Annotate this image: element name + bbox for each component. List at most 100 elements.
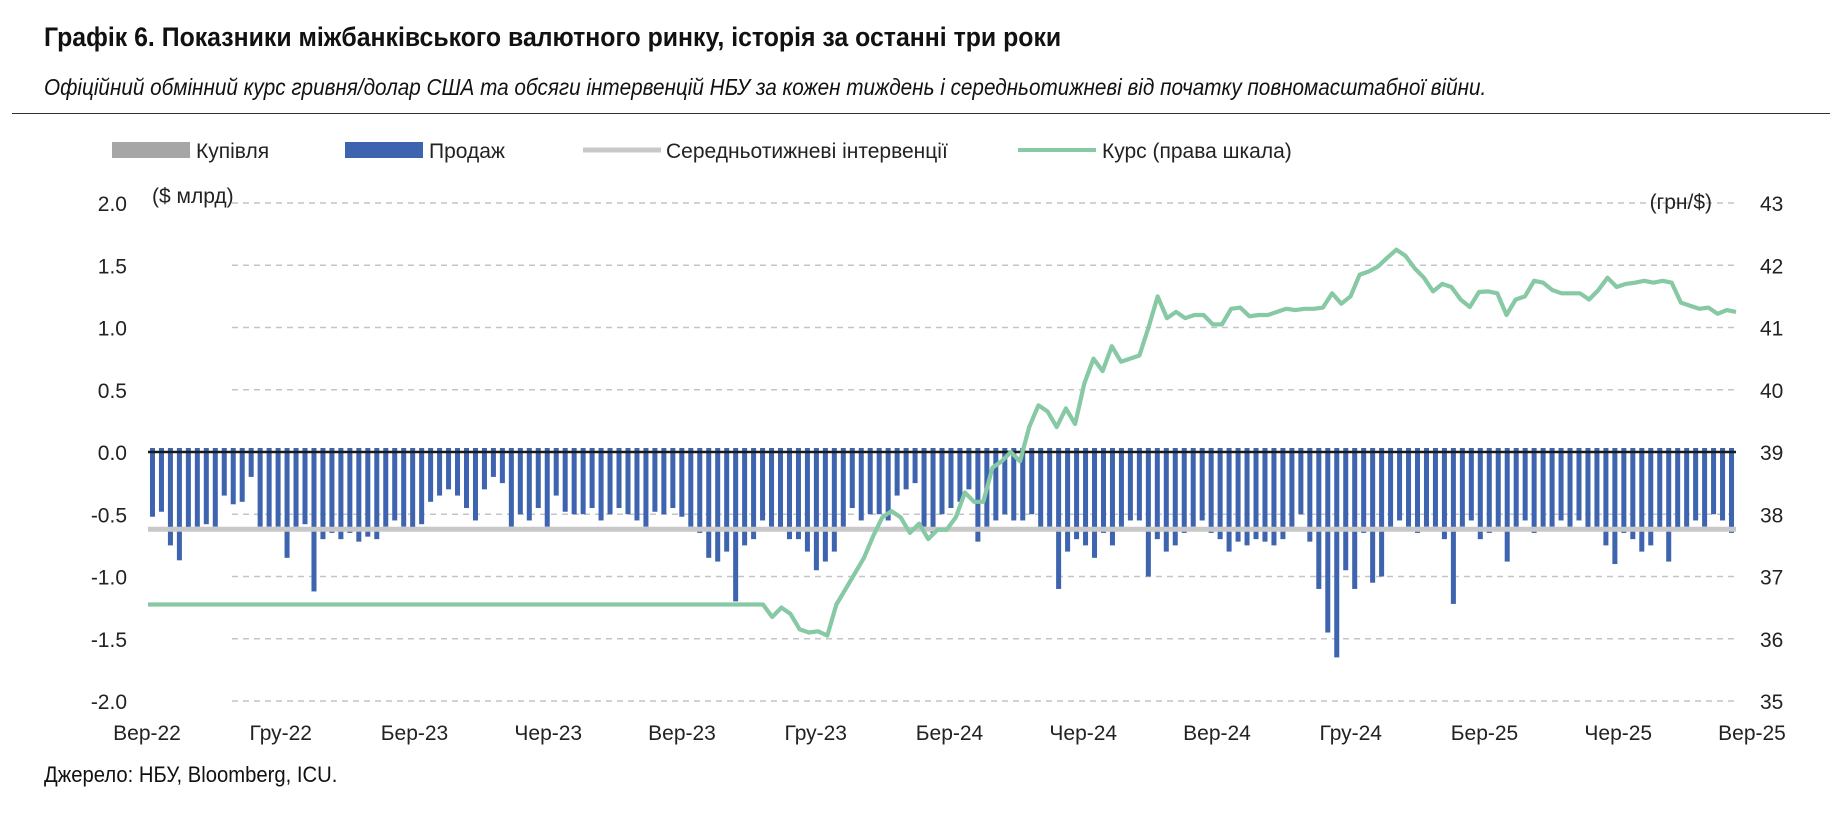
purchase-bar bbox=[1307, 448, 1313, 452]
sales-bar bbox=[221, 452, 227, 496]
sales-bar bbox=[1298, 452, 1304, 515]
sales-bar bbox=[1657, 452, 1663, 530]
purchase-bar bbox=[1720, 448, 1726, 452]
sales-bar bbox=[266, 452, 272, 527]
sales-bar bbox=[1441, 452, 1447, 540]
right-tick-label: 40 bbox=[1760, 380, 1783, 403]
sales-bar bbox=[176, 452, 182, 561]
sales-bar bbox=[1100, 452, 1106, 533]
purchase-bar bbox=[517, 448, 523, 452]
sales-bar bbox=[1190, 452, 1196, 527]
purchase-bar bbox=[921, 448, 927, 452]
right-tick-label: 37 bbox=[1760, 567, 1783, 590]
sales-bar bbox=[1289, 452, 1295, 527]
left-axis-label: ($ млрд) bbox=[152, 185, 234, 208]
x-axis-label: Вер-22 bbox=[113, 722, 181, 745]
purchase-bar bbox=[957, 448, 963, 452]
purchase-bar bbox=[437, 448, 443, 452]
purchase-bar bbox=[571, 448, 577, 452]
sales-bar bbox=[419, 452, 425, 525]
sales-bar bbox=[1118, 452, 1124, 527]
purchase-bar bbox=[266, 448, 272, 452]
sales-bar bbox=[894, 452, 900, 496]
sales-bar bbox=[769, 452, 775, 527]
sales-bar bbox=[1549, 452, 1555, 527]
x-axis-label: Вер-24 bbox=[1183, 722, 1251, 745]
sales-bar bbox=[724, 452, 730, 552]
sales-bar bbox=[1244, 452, 1250, 546]
sales-bar bbox=[544, 452, 550, 527]
purchase-bar bbox=[625, 448, 631, 452]
sales-bar bbox=[167, 452, 173, 546]
purchase-bar bbox=[1522, 448, 1528, 452]
left-tick-label: 2.0 bbox=[98, 193, 127, 216]
sales-bar bbox=[248, 452, 254, 477]
sales-bar bbox=[1029, 452, 1035, 515]
sales-bar bbox=[212, 452, 218, 527]
purchase-bar bbox=[1441, 448, 1447, 452]
purchase-bar bbox=[1047, 448, 1053, 452]
sales-bar bbox=[311, 452, 317, 592]
chart-title: Графік 6. Показники міжбанківського валю… bbox=[44, 22, 1062, 52]
sales-bar bbox=[1468, 452, 1474, 521]
purchase-bar bbox=[715, 448, 721, 452]
purchase-bar bbox=[1244, 448, 1250, 452]
sales-bar bbox=[1199, 452, 1205, 521]
sales-bar bbox=[930, 452, 936, 533]
purchase-bar bbox=[553, 448, 559, 452]
sales-bar bbox=[939, 452, 945, 515]
sales-bar bbox=[1109, 452, 1115, 546]
purchase-bar bbox=[1280, 448, 1286, 452]
purchase-bar bbox=[760, 448, 766, 452]
sales-bar bbox=[616, 452, 622, 509]
purchase-bar bbox=[1477, 448, 1483, 452]
purchase-bar bbox=[508, 448, 514, 452]
sales-bar bbox=[410, 452, 416, 530]
sales-bar bbox=[1325, 452, 1331, 633]
purchase-bar bbox=[849, 448, 855, 452]
sales-bar bbox=[1702, 452, 1708, 527]
sales-bar bbox=[428, 452, 434, 502]
purchase-bar bbox=[733, 448, 739, 452]
purchase-bar bbox=[831, 448, 837, 452]
sales-bar bbox=[1136, 452, 1142, 521]
purchase-bar bbox=[607, 448, 613, 452]
purchase-bar bbox=[876, 448, 882, 452]
sales-bar bbox=[1011, 452, 1017, 521]
sales-bar bbox=[472, 452, 478, 521]
grid-lines bbox=[232, 202, 1736, 702]
purchase-bar bbox=[1693, 448, 1699, 452]
purchase-bar bbox=[1163, 448, 1169, 452]
purchase-bar bbox=[1361, 448, 1367, 452]
sales-bar bbox=[580, 452, 586, 515]
legend-label-buy: Купівля bbox=[196, 140, 269, 163]
purchase-bar bbox=[392, 448, 398, 452]
sales-bar bbox=[1612, 452, 1618, 565]
sales-bar bbox=[356, 452, 362, 542]
purchase-bar bbox=[706, 448, 712, 452]
rate-line bbox=[148, 247, 1737, 638]
title-divider bbox=[12, 113, 1830, 114]
purchase-bar bbox=[1190, 448, 1196, 452]
sales-bar bbox=[1621, 452, 1627, 533]
purchase-bar bbox=[688, 448, 694, 452]
purchase-bar bbox=[1406, 448, 1412, 452]
purchase-bar bbox=[1495, 448, 1501, 452]
purchase-bar bbox=[993, 448, 999, 452]
right-tick-label: 36 bbox=[1760, 629, 1783, 652]
purchase-bar bbox=[320, 448, 326, 452]
purchase-bar bbox=[1504, 448, 1510, 452]
x-axis-label: Вер-23 bbox=[648, 722, 716, 745]
sales-bar bbox=[912, 452, 918, 484]
purchase-bar bbox=[1423, 448, 1429, 452]
right-tick-label: 43 bbox=[1760, 193, 1783, 216]
purchase-bars bbox=[149, 448, 1735, 452]
sales-bar bbox=[392, 452, 398, 521]
sales-bar bbox=[760, 452, 766, 521]
sales-bar bbox=[185, 452, 191, 530]
sales-bar bbox=[589, 452, 595, 509]
purchase-bar bbox=[158, 448, 164, 452]
purchase-bar bbox=[598, 448, 604, 452]
purchase-bar bbox=[1630, 448, 1636, 452]
